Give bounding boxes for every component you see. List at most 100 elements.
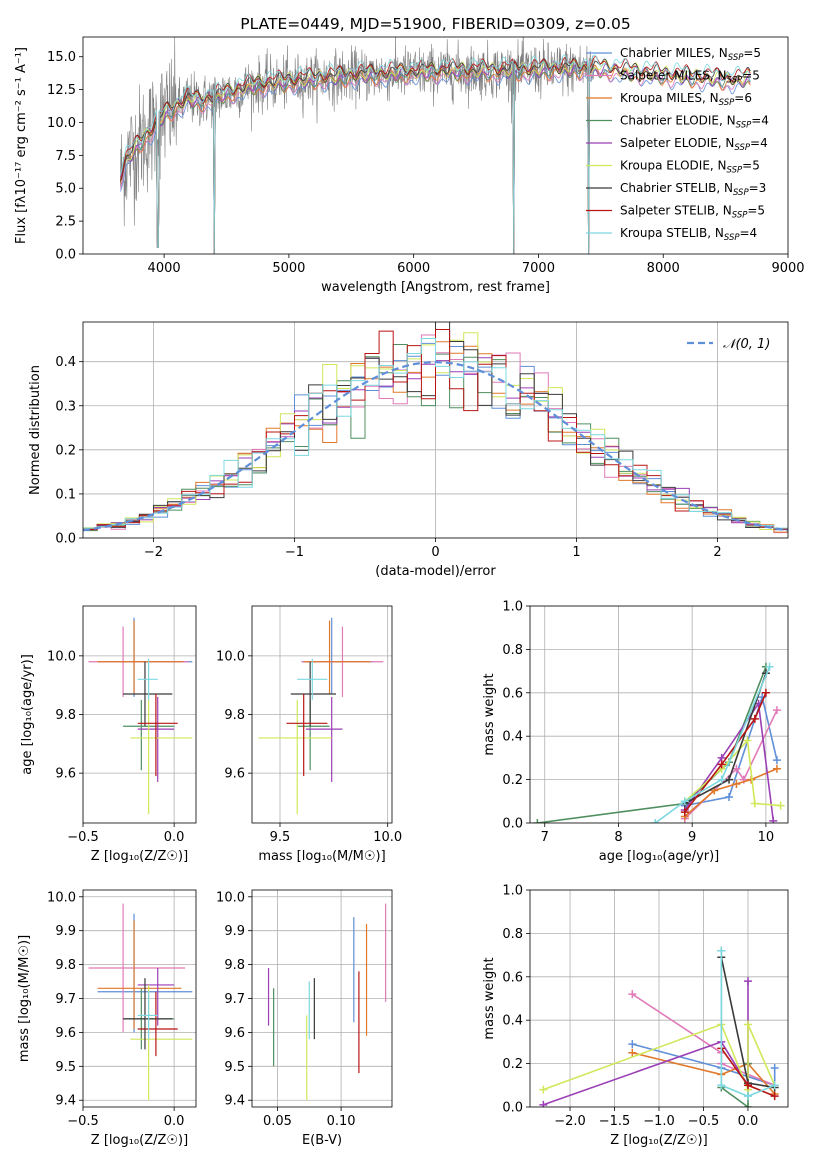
y-tick-label: 15.0 [47, 50, 76, 65]
point-marker-chabrier-elodie [743, 1103, 752, 1107]
series-line-salpeter-elodie [684, 701, 775, 821]
x-axis-label: Z [log₁₀(Z/Z☉)] [91, 1133, 188, 1148]
weight_vs_age-plot-area [530, 606, 788, 823]
mass_vs_Z-frame [82, 889, 197, 1108]
y-tick-label: 9.5 [55, 1060, 76, 1075]
x-axis-label: wavelength [Angstrom, rest frame] [321, 280, 550, 295]
legend-label-kroupa-miles: Kroupa MILES, NSSP=6 [620, 91, 752, 108]
y-tick-label: 0.2 [502, 773, 523, 788]
y-tick-label: 10.0 [47, 116, 76, 131]
x-tick-label: −2.0 [554, 1114, 586, 1129]
x-tick-label: 8 [614, 830, 622, 845]
mass_vs_Z-plot-area [83, 890, 196, 1107]
point-marker-kroupa-stelib [717, 946, 726, 955]
point-marker-kroupa-stelib [765, 662, 774, 671]
y-tick-label: 0.3 [55, 399, 76, 414]
y-tick-label: 10.0 [216, 890, 245, 905]
point-marker-salpeter-stelib [750, 714, 759, 723]
point-marker-kroupa-elodie [539, 1085, 548, 1094]
legend-label-chabrier-elodie: Chabrier ELODIE, NSSP=4 [620, 114, 769, 131]
legend-label-salpeter-elodie: Salpeter ELODIE, NSSP=4 [620, 136, 768, 153]
y-tick-label: 9.6 [55, 1026, 76, 1041]
y-axis-label: mass weight [482, 673, 497, 755]
legend-label-kroupa-elodie: Kroupa ELODIE, NSSP=5 [620, 159, 760, 176]
spectrum-plot-area [119, 37, 751, 254]
age_vs_mass-frame [251, 605, 393, 824]
weight_vs_Z-frame [529, 889, 789, 1108]
legend-label-kroupa-stelib: Kroupa STELIB, NSSP=4 [620, 226, 757, 243]
y-tick-label: 9.8 [55, 708, 76, 723]
spectrum-panel: 4000 5000 6000 7000 8000 9000 0.0 2.5 5.0 7.5 10.0… [14, 15, 805, 295]
point-marker-kroupa-stelib [680, 797, 689, 806]
point-marker-chabrier-miles [772, 756, 781, 765]
x-tick-label: 6000 [397, 261, 430, 276]
y-tick-label: 10.0 [47, 890, 76, 905]
point-marker-salpeter-miles [772, 706, 781, 715]
spectrum-legend: Chabrier MILES, NSSP=5 Salpeter MILES, NS… [586, 46, 769, 243]
x-tick-label: −0.5 [67, 1114, 99, 1129]
x-axis-label: age [log₁₀(age/yr)] [599, 849, 720, 864]
point-marker-kroupa-stelib [717, 1081, 726, 1090]
point-marker-chabrier-elodie [533, 819, 542, 823]
y-tick-label: 0.6 [502, 686, 523, 701]
y-tick-label: 5.0 [55, 182, 76, 197]
mass_vs_ebv-frame [251, 889, 393, 1108]
chart-title: PLATE=0449, MJD=51900, FIBERID=0309, z=0… [240, 15, 630, 33]
y-tick-label: 9.8 [55, 958, 76, 973]
series-line-salpeter-elodie [543, 981, 749, 1106]
y-axis-label: mass weight [482, 957, 497, 1039]
x-tick-label: 9.5 [270, 830, 291, 845]
point-marker-salpeter-stelib [717, 760, 726, 769]
y-tick-label: 0.0 [502, 817, 523, 832]
series-line-kroupa-stelib [720, 950, 776, 1098]
y-tick-label: 12.5 [47, 83, 76, 98]
series-line-kroupa-stelib [654, 666, 771, 823]
x-tick-label: 2 [713, 545, 721, 560]
point-marker-kroupa-miles [772, 764, 781, 773]
y-tick-label: 0.1 [55, 487, 76, 502]
point-marker-kroupa-elodie [750, 799, 759, 808]
y-tick-label: 0.4 [55, 355, 76, 370]
x-tick-label: 0.0 [738, 1114, 759, 1129]
x-tick-label: −1.5 [599, 1114, 631, 1129]
y-axis-label: Normed distribution [28, 365, 43, 495]
y-axis-label: age [log₁₀(age/yr)] [20, 654, 35, 775]
point-marker-kroupa-stelib [770, 1081, 779, 1090]
x-tick-label: 4000 [148, 261, 181, 276]
legend-label-chabrier-miles: Chabrier MILES, NSSP=5 [620, 46, 761, 63]
weight_vs_age-frame [529, 605, 789, 824]
x-axis-label: E(B-V) [302, 1133, 342, 1148]
x-tick-label: −2 [144, 545, 163, 560]
y-tick-label: 0.0 [55, 532, 76, 547]
point-marker-kroupa-stelib [717, 775, 726, 784]
point-marker-salpeter-stelib [680, 808, 689, 817]
x-tick-label: 0.0 [164, 1114, 185, 1129]
y-tick-label: 1.0 [502, 600, 523, 615]
histogram-kroupa-stelib [83, 338, 788, 529]
point-marker-kroupa-stelib [743, 1092, 752, 1101]
spectrum-frame [82, 36, 789, 255]
y-tick-label: 9.6 [224, 1026, 245, 1041]
y-tick-label: 9.9 [224, 924, 245, 939]
legend-label-normal: 𝒩(0, 1) [723, 337, 770, 352]
y-tick-label: 1.0 [502, 884, 523, 899]
x-tick-label: 1 [572, 545, 580, 560]
point-marker-salpeter-elodie [769, 816, 778, 823]
y-tick-label: 0.2 [502, 1057, 523, 1072]
point-marker-salpeter-miles [628, 990, 637, 999]
y-tick-label: 0.2 [55, 443, 76, 458]
point-marker-salpeter-miles [732, 764, 741, 773]
y-tick-label: 0.0 [502, 1101, 523, 1116]
y-tick-label: 9.7 [55, 992, 76, 1007]
series-line-kroupa-miles [632, 1052, 776, 1095]
residuals-frame [82, 321, 789, 539]
x-tick-label: 9 [688, 830, 696, 845]
point-marker-salpeter-stelib [761, 688, 770, 697]
point-marker-kroupa-elodie [743, 1020, 752, 1029]
y-tick-label: 9.9 [55, 924, 76, 939]
point-marker-chabrier-miles [725, 792, 734, 801]
legend-label-salpeter-miles: Salpeter MILES, NSSP=5 [620, 69, 760, 86]
x-tick-label: 0.0 [164, 830, 185, 845]
x-tick-label: 10 [758, 830, 775, 845]
